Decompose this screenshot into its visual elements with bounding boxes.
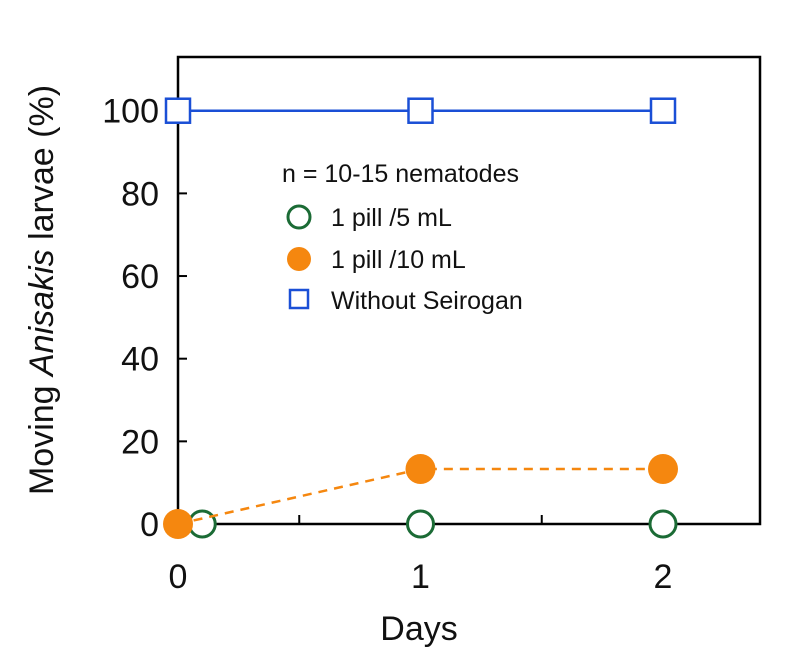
legend-marker-without xyxy=(288,288,310,310)
data-point xyxy=(187,509,217,539)
legend-label-5ml: 1 pill /5 mL xyxy=(331,204,452,232)
y-axis-label-prefix: Moving xyxy=(23,376,61,495)
y-tick-label: 60 xyxy=(121,258,159,296)
legend-label-10ml: 1 pill /10 mL xyxy=(331,246,466,274)
legend-label-without: Without Seirogan xyxy=(331,287,523,315)
legend-marker-5ml xyxy=(286,204,312,230)
x-axis-label: Days xyxy=(380,610,457,648)
data-point xyxy=(648,509,678,539)
plot-frame xyxy=(176,55,762,526)
legend: n = 10-15 nematodes 1 pill /5 mL 1 pill … xyxy=(282,160,523,315)
series-layer xyxy=(163,97,678,539)
data-point xyxy=(405,454,436,485)
data-point xyxy=(649,97,677,124)
x-tick-label: 0 xyxy=(169,558,188,596)
y-tick-label: 40 xyxy=(121,341,159,379)
data-point xyxy=(407,97,434,124)
y-axis-label-suffix: larvae (%) xyxy=(23,85,61,249)
x-tick-label: 2 xyxy=(654,558,673,596)
data-point xyxy=(406,509,435,539)
data-point xyxy=(164,97,192,124)
x-tick-label: 1 xyxy=(411,558,430,596)
y-tick-label: 0 xyxy=(140,506,159,544)
ticks: 0 20 40 60 80 100 0 1 2 xyxy=(102,93,672,596)
data-point xyxy=(648,454,678,485)
legend-marker-10ml xyxy=(287,247,311,271)
y-tick-label: 100 xyxy=(102,93,159,131)
legend-title: n = 10-15 nematodes xyxy=(282,160,519,188)
y-tick-label: 80 xyxy=(121,175,159,213)
y-tick-label: 20 xyxy=(121,423,159,461)
y-axis-label: Moving Anisakis larvae (%) xyxy=(23,85,61,495)
y-axis-label-italic: Anisakis xyxy=(23,249,61,378)
data-point xyxy=(163,509,193,539)
